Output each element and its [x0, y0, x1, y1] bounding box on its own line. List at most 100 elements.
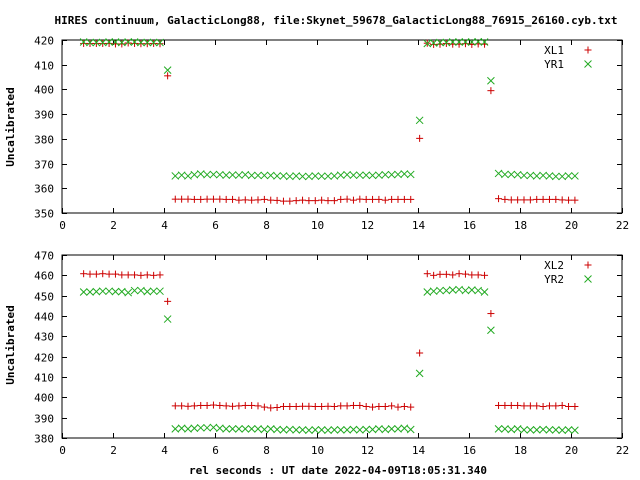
data-point — [298, 426, 307, 434]
data-point — [209, 401, 217, 409]
data-point — [266, 171, 275, 180]
data-point — [406, 170, 415, 179]
data-point — [513, 424, 522, 433]
legend-marker-yr1 — [584, 60, 592, 68]
data-point — [156, 40, 164, 48]
data-point — [79, 38, 88, 46]
data-point — [571, 402, 579, 410]
data-point — [305, 172, 313, 181]
plot-frame-bottom — [61, 254, 623, 439]
data-point — [209, 423, 218, 432]
x-tick-label-bottom-9: 18 — [514, 444, 527, 457]
legend-label-xl1: XL1 — [544, 44, 564, 57]
data-point — [92, 38, 101, 47]
data-point — [381, 170, 390, 179]
panel-top-ylabel: Uncalibrated — [4, 87, 17, 166]
data-point — [229, 402, 237, 410]
data-point — [247, 171, 256, 180]
x-tick-label-bottom-1: 2 — [110, 444, 117, 457]
data-point — [273, 172, 281, 180]
data-point — [526, 171, 535, 180]
data-point — [400, 402, 408, 410]
legend-label-yr2: YR2 — [544, 273, 564, 286]
data-point — [248, 401, 256, 409]
data-point — [197, 195, 205, 203]
data-point — [215, 170, 224, 179]
data-point — [487, 326, 495, 335]
data-point — [461, 40, 469, 48]
data-point — [241, 424, 250, 433]
x-tick-label-top-5: 10 — [311, 219, 324, 232]
data-point — [117, 38, 126, 47]
data-point — [86, 270, 94, 278]
data-point — [501, 170, 509, 179]
data-point — [164, 72, 172, 80]
data-point — [130, 38, 139, 46]
data-point — [184, 402, 192, 410]
y-tick-label-bottom-0: 380 — [34, 433, 54, 446]
data-point — [436, 286, 444, 295]
data-point — [299, 196, 307, 204]
data-point — [388, 195, 396, 203]
data-point — [260, 425, 269, 434]
data-point — [330, 426, 339, 434]
data-point — [551, 172, 560, 181]
data-point — [474, 37, 483, 46]
data-point — [143, 40, 151, 48]
y-tick-label-top-3: 380 — [34, 134, 54, 147]
data-point — [209, 195, 217, 203]
data-point — [337, 402, 345, 410]
data-point — [178, 195, 186, 203]
data-point — [203, 170, 211, 179]
y-tick-label-top-2: 370 — [34, 159, 54, 172]
data-point — [273, 404, 281, 411]
data-point — [545, 172, 554, 180]
panel-top: 0 2 4 6 8 10 12 14 16 18 20 22 350 360 370 380 390 400 410… — [4, 35, 629, 233]
data-point — [292, 172, 301, 180]
data-point — [111, 270, 119, 278]
data-point — [507, 425, 516, 434]
data-point — [171, 195, 179, 203]
data-point — [330, 197, 338, 205]
data-point — [349, 401, 357, 409]
x-tick-label-top-9: 18 — [514, 219, 527, 232]
data-point — [429, 287, 438, 296]
y-tick-label-bottom-1: 390 — [34, 413, 54, 426]
data-point — [228, 171, 237, 179]
data-point — [539, 402, 547, 410]
data-point — [163, 66, 172, 75]
data-point — [163, 315, 172, 323]
data-point — [381, 402, 389, 410]
data-point — [565, 402, 573, 410]
x-axis-label: rel seconds : UT date 2022-04-09T18:05:3… — [189, 464, 487, 477]
data-point — [92, 39, 100, 47]
data-point — [539, 195, 547, 203]
data-point — [137, 38, 145, 47]
y-tick-label-top-0: 350 — [34, 208, 54, 221]
data-point — [184, 172, 192, 180]
data-point — [86, 38, 94, 47]
data-point — [375, 195, 383, 203]
data-point — [362, 402, 370, 410]
data-point — [487, 76, 495, 85]
panel-top-plot: 0 2 4 6 8 10 12 14 16 18 20 22 350 360 370 380 390 400 410… — [34, 35, 629, 233]
x-tick-label-bottom-4: 8 — [263, 444, 270, 457]
data-point — [105, 39, 113, 47]
legend-marker-xl1 — [584, 46, 592, 54]
data-point — [468, 271, 476, 279]
data-point — [111, 38, 120, 46]
data-point — [209, 170, 218, 179]
data-point — [324, 172, 332, 181]
data-point — [571, 172, 579, 180]
data-point — [324, 197, 332, 205]
y-tick-label-bottom-2: 400 — [34, 392, 54, 405]
data-point — [203, 423, 211, 432]
data-point — [254, 196, 262, 204]
data-point — [235, 402, 243, 410]
data-point — [343, 195, 351, 203]
data-point — [260, 403, 268, 411]
data-point — [311, 172, 320, 180]
data-point — [318, 196, 326, 204]
data-point — [298, 172, 307, 181]
data-point — [177, 424, 186, 433]
